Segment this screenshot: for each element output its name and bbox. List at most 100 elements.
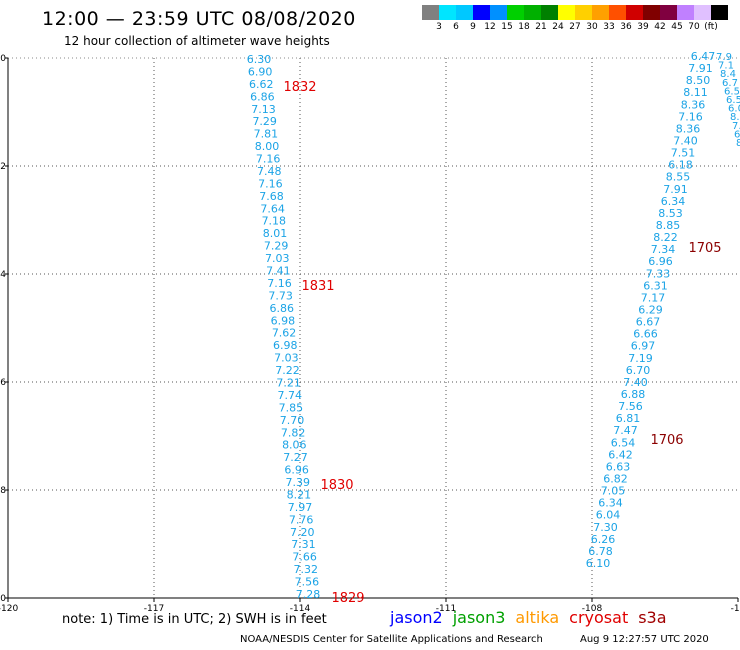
- scale-swatch: [609, 5, 626, 20]
- scale-label: 70: [688, 22, 700, 32]
- scale-swatch: [524, 5, 541, 20]
- scale-label: 36: [620, 22, 632, 32]
- scale-swatch: [677, 5, 694, 20]
- swh-value-right: 7.51: [671, 147, 696, 160]
- swh-value-right: 7.34: [651, 243, 676, 256]
- swh-value-right: 6.31: [643, 279, 668, 292]
- scale-swatch: [592, 5, 609, 20]
- footer-note: note: 1) Time is in UTC; 2) SWH is in fe…: [62, 612, 327, 627]
- y-tick-label: -8: [0, 486, 6, 496]
- scale-label: 15: [501, 22, 513, 32]
- swh-value-left: 7.29: [252, 115, 277, 128]
- scale-swatch: [439, 5, 456, 20]
- pass-time-label: 1830: [320, 478, 353, 493]
- scale-swatch: [694, 5, 711, 20]
- swh-value-edge: 7.9: [716, 52, 732, 63]
- swh-value-right: 7.30: [593, 521, 618, 534]
- swh-value-left: 7.68: [259, 190, 284, 203]
- scale-swatch: [711, 5, 728, 20]
- legend-altika: altika: [515, 608, 560, 627]
- swh-value-right: 6.96: [648, 255, 673, 268]
- swh-value-left: 7.16: [256, 153, 281, 166]
- swh-value-left: 7.16: [267, 277, 292, 290]
- swh-value-right: 6.70: [626, 364, 651, 377]
- swh-value-left: 6.86: [270, 302, 295, 315]
- swh-value-right: 8.55: [666, 171, 691, 184]
- swh-value-left: 7.81: [254, 128, 279, 141]
- generated-timestamp: Aug 9 12:27:57 UTC 2020: [580, 634, 709, 645]
- scale-swatch: [422, 5, 439, 20]
- swh-value-right: 6.82: [603, 473, 628, 486]
- y-tick-label: -10: [0, 594, 6, 604]
- swh-value-left: 7.64: [260, 202, 285, 215]
- swh-value-left: 7.39: [285, 476, 310, 489]
- legend-jason3: jason3: [452, 608, 506, 627]
- swh-value-right: 8.85: [656, 219, 681, 232]
- scale-swatch: [660, 5, 677, 20]
- swh-value-left: 6.30: [247, 53, 272, 66]
- swh-value-right: 7.40: [673, 135, 698, 148]
- scale-label: 24: [552, 22, 564, 32]
- swh-value-right: 6.26: [591, 533, 616, 546]
- swh-value-left: 6.98: [271, 314, 296, 327]
- swh-value-right: 8.36: [681, 98, 706, 111]
- swh-value-right: 6.81: [616, 412, 641, 425]
- swh-value-right: 7.40: [623, 376, 648, 389]
- swh-value-left: 6.98: [273, 339, 298, 352]
- swh-value-right: 6.63: [606, 460, 631, 473]
- map-subtitle: 12 hour collection of altimeter wave hei…: [64, 34, 330, 48]
- swh-value-right: 6.47: [691, 50, 716, 63]
- swh-value-right: 8.11: [683, 86, 708, 99]
- scale-swatch: [558, 5, 575, 20]
- swh-value-left: 8.00: [255, 140, 280, 153]
- swh-value-left: 8.01: [263, 227, 288, 240]
- swh-value-left: 6.96: [284, 464, 309, 477]
- swh-value-right: 6.29: [638, 304, 663, 317]
- swh-value-right: 6.78: [588, 545, 613, 558]
- swh-value-edge: 8.4: [720, 69, 736, 80]
- swh-value-right: 7.91: [663, 183, 688, 196]
- x-tick-label: -120: [0, 604, 18, 614]
- scale-label: 39: [637, 22, 649, 32]
- swh-value-edge: 6.0: [728, 104, 740, 115]
- swh-value-left: 6.86: [250, 90, 275, 103]
- y-tick-label: -2: [0, 162, 6, 172]
- map-grid: [8, 57, 738, 598]
- swh-value-left: 7.73: [268, 289, 293, 302]
- scale-swatch: [626, 5, 643, 20]
- legend-cryosat: cryosat: [569, 608, 629, 627]
- swh-value-left: 7.48: [257, 165, 282, 178]
- swh-value-right: 8.22: [653, 231, 678, 244]
- swh-value-right: 7.17: [641, 291, 666, 304]
- scale-label: 33: [603, 22, 615, 32]
- swh-value-left: 7.70: [280, 414, 305, 427]
- swh-value-right: 6.54: [611, 436, 636, 449]
- swh-value-left: 6.90: [248, 65, 273, 78]
- altimeter-tracks: 6.306.906.626.867.137.297.818.007.167.48…: [247, 50, 740, 606]
- swh-value-edge: 6.1: [734, 129, 740, 140]
- swh-value-edge: 7.1: [718, 61, 734, 72]
- satellite-legend: jason2 jason3 altika cryosat s3a: [390, 608, 677, 627]
- swh-value-left: 7.27: [283, 451, 308, 464]
- swh-value-right: 6.97: [631, 340, 656, 353]
- scale-label: 45: [671, 22, 683, 32]
- map-title: 12:00 — 23:59 UTC 08/08/2020: [42, 8, 356, 30]
- x-tick-label: -114: [290, 604, 311, 614]
- scale-label: 27: [569, 22, 581, 32]
- x-tick-label: -117: [144, 604, 164, 614]
- scale-label: 6: [453, 22, 459, 32]
- pass-time-label: 1831: [301, 279, 334, 294]
- swh-value-left: 7.21: [276, 376, 301, 389]
- swh-value-left: 6.62: [249, 78, 274, 91]
- swh-value-right: 7.47: [613, 424, 638, 437]
- swh-value-left: 7.16: [258, 177, 283, 190]
- swh-value-right: 7.05: [601, 485, 626, 498]
- scale-swatch: [490, 5, 507, 20]
- scale-swatch: [507, 5, 524, 20]
- scale-swatch: [643, 5, 660, 20]
- x-tick-label: -10: [731, 604, 740, 614]
- swh-value-right: 7.19: [628, 352, 653, 365]
- scale-label: 30: [586, 22, 598, 32]
- swh-value-left: 7.56: [295, 576, 320, 589]
- swh-value-left: 7.20: [290, 526, 315, 539]
